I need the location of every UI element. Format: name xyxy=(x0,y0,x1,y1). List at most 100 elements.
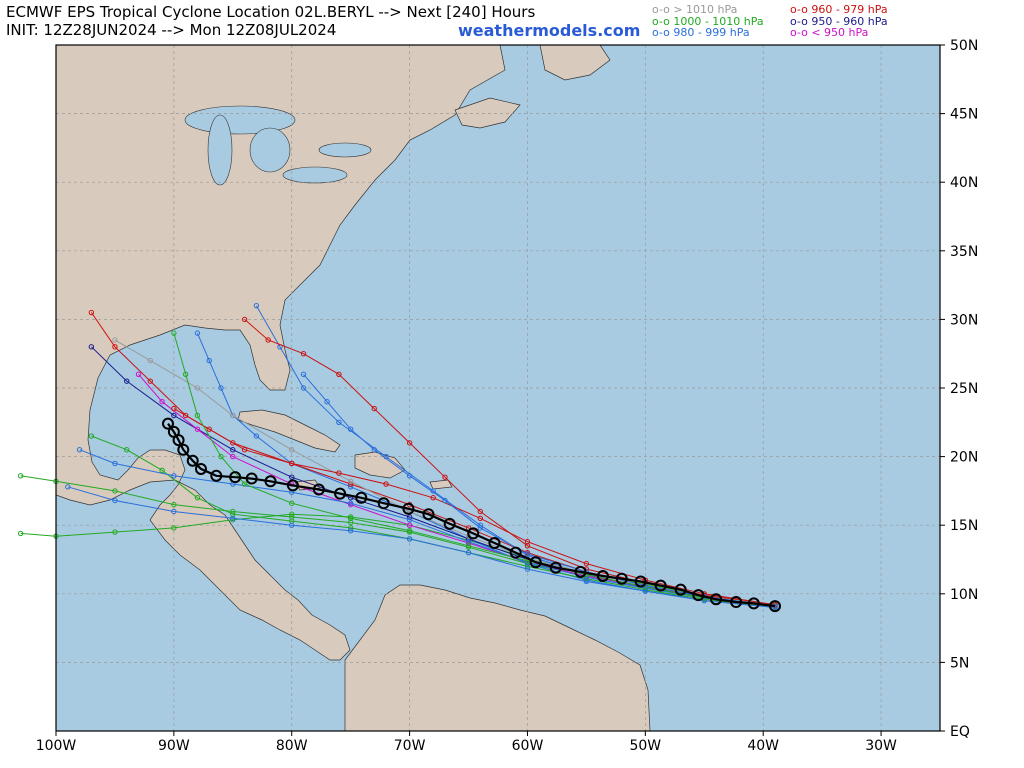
mean-track-point xyxy=(229,471,242,484)
ensemble-member-point xyxy=(171,412,177,419)
ensemble-member-point xyxy=(289,511,295,517)
mean-track-point xyxy=(674,583,687,596)
lat-tick-label: 30N xyxy=(950,312,978,328)
mean-track-point xyxy=(402,502,415,515)
chart-title: ECMWF EPS Tropical Cyclone Location 02L.… xyxy=(6,3,536,21)
lat-tick-label: 25N xyxy=(950,381,978,397)
ensemble-member-point xyxy=(289,474,295,480)
ensemble-member-point xyxy=(300,371,307,377)
ensemble-member-point xyxy=(65,484,71,490)
ensemble-member-point xyxy=(182,371,189,377)
mean-track-point xyxy=(615,572,628,585)
ensemble-member-point xyxy=(465,549,472,556)
ensemble-member-point xyxy=(88,344,95,350)
legend-item-above-1010: o-o > 1010 hPa xyxy=(652,3,738,16)
ensemble-member-point xyxy=(477,515,484,522)
ensemble-member-point xyxy=(253,302,260,309)
lat-tick-label: 10N xyxy=(950,587,978,603)
site-link[interactable]: weathermodels.com xyxy=(458,21,641,40)
latitude-labels: 50N 45N 40N 35N 30N 25N 20N 15N 10N 5N EQ xyxy=(940,38,978,740)
ensemble-member-point xyxy=(218,453,224,460)
ensemble-member-point xyxy=(76,447,83,453)
ensemble-member-point xyxy=(442,474,448,480)
legend-item-950-960: o-o 950 - 960 hPa xyxy=(790,15,888,28)
lat-tick-label: 5N xyxy=(950,655,969,671)
ensemble-member-point xyxy=(336,371,342,377)
lat-tick-label: 50N xyxy=(950,38,978,54)
ensemble-member-point xyxy=(442,497,448,504)
ensemble-member-point xyxy=(230,440,236,446)
great-lakes xyxy=(184,105,372,186)
mean-track-point xyxy=(549,561,562,574)
ensemble-member-point xyxy=(147,357,153,364)
longitude-labels: 100W 90W 80W 70W 60W 50W 40W 30W xyxy=(36,731,897,754)
mean-track-point xyxy=(161,417,174,430)
ensemble-member-point xyxy=(347,527,354,534)
ensemble-member-point xyxy=(347,525,354,531)
mean-track-point xyxy=(574,565,587,578)
ensemble-member-point xyxy=(241,481,248,487)
mean-track-point xyxy=(377,497,390,510)
ensemble-member-point xyxy=(135,371,142,377)
ensemble-member-point xyxy=(182,412,189,419)
ensemble-member-point xyxy=(194,412,201,419)
ensemble-member-point xyxy=(406,473,413,479)
ensemble-member-point xyxy=(289,447,295,453)
ensemble-member-track xyxy=(173,332,776,607)
ensemble-member-point xyxy=(171,405,177,412)
ensemble-member-point xyxy=(112,460,118,467)
lat-tick-label: 45N xyxy=(950,107,978,123)
ensemble-member-point xyxy=(583,578,590,585)
ensemble-member-point xyxy=(159,399,165,405)
ensemble-member-point xyxy=(253,433,260,439)
mean-track-point xyxy=(422,508,435,521)
ensemble-member-point xyxy=(430,495,436,501)
ensemble-member-point xyxy=(194,330,201,336)
ensemble-member-point xyxy=(171,525,177,531)
ensemble-mean-track xyxy=(161,417,781,613)
mean-track-point xyxy=(264,475,277,488)
ensemble-member-point xyxy=(347,426,354,432)
ensemble-member-point xyxy=(465,543,472,549)
ensemble-member-point xyxy=(17,530,24,537)
mean-track-point xyxy=(177,443,190,456)
ensemble-member-point xyxy=(265,337,271,343)
lon-tick-label: 40W xyxy=(747,738,779,754)
map-frame xyxy=(55,44,941,732)
ensemble-member-point xyxy=(17,473,24,479)
ensemble-member-point xyxy=(171,473,177,479)
mean-track-point xyxy=(167,425,180,438)
mean-track-point xyxy=(210,469,223,482)
lat-tick-label: 40N xyxy=(950,175,978,191)
lat-tick-label: 20N xyxy=(950,450,978,466)
ensemble-member-point xyxy=(406,440,413,446)
ensemble-member-point xyxy=(206,357,212,364)
init-time-line: INIT: 12Z28JUN2024 --> Mon 12Z08JUL2024 xyxy=(6,21,337,39)
ensemble-member-point xyxy=(300,385,307,391)
mean-track-point xyxy=(194,462,207,475)
mean-track-point xyxy=(596,569,609,582)
lon-tick-label: 60W xyxy=(512,738,544,754)
ensemble-member-point xyxy=(336,470,342,476)
ensemble-member-point xyxy=(206,426,212,432)
mean-track-line xyxy=(167,423,776,608)
mean-track-point xyxy=(488,537,501,550)
ensemble-member-point xyxy=(289,460,295,467)
ensemble-member-point xyxy=(289,522,295,528)
ensemble-member-point xyxy=(477,508,484,515)
south-america-land xyxy=(344,584,651,732)
mean-track-point xyxy=(634,575,647,588)
legend-item-below-950: o-o < 950 hPa xyxy=(790,26,869,39)
ensemble-member-point xyxy=(406,536,413,542)
legend-item-960-979: o-o 960 - 979 hPa xyxy=(790,3,888,16)
ensemble-member-point xyxy=(88,433,95,439)
ensemble-member-point xyxy=(383,481,389,487)
mean-track-point xyxy=(529,556,542,569)
lon-tick-label: 90W xyxy=(158,738,190,754)
ensemble-member-point xyxy=(289,500,295,506)
ensemble-member-point xyxy=(324,399,330,405)
ensemble-member-point xyxy=(371,447,377,453)
ensemble-member-point xyxy=(524,538,531,545)
ensemble-member-point xyxy=(347,515,354,522)
ensemble-member-point xyxy=(230,515,236,522)
